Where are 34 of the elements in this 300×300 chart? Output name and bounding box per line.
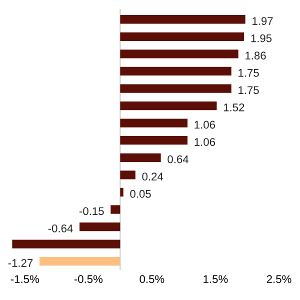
x-tick-label: 0.5% (140, 275, 164, 284)
data-label: 0.24 (142, 172, 164, 181)
bar (12, 240, 120, 248)
bar (120, 101, 217, 110)
x-tick-label: 2.5% (266, 275, 292, 284)
bar (120, 118, 188, 128)
bar (120, 15, 246, 24)
x-tick-label: -0.5% (74, 275, 103, 284)
data-label: 1.06 (194, 138, 216, 146)
data-label: 1.86 (246, 52, 266, 60)
bar (39, 257, 120, 266)
data-label: 0.64 (168, 155, 188, 164)
bar (120, 66, 232, 76)
data-label: 1.06 (194, 120, 216, 129)
bar (120, 170, 136, 180)
bar (120, 136, 188, 145)
bar (110, 205, 120, 214)
bar (120, 32, 244, 41)
data-label: 1.95 (251, 34, 272, 42)
bar (120, 153, 161, 162)
data-label: 1.97 (252, 17, 273, 25)
data-label: 0.05 (130, 190, 151, 198)
bar (120, 84, 232, 93)
data-label: -1.27 (8, 259, 33, 267)
data-label: 1.75 (238, 86, 259, 94)
data-label: 1.52 (224, 104, 244, 112)
bar (80, 222, 120, 232)
bar (120, 50, 238, 58)
bar (120, 188, 124, 197)
x-tick-label: -1.5% (10, 275, 39, 284)
data-label: -0.15 (79, 207, 104, 216)
data-label: 1.75 (238, 69, 259, 77)
data-label: -0.64 (48, 224, 73, 232)
x-tick-label: 1.5% (204, 275, 228, 284)
